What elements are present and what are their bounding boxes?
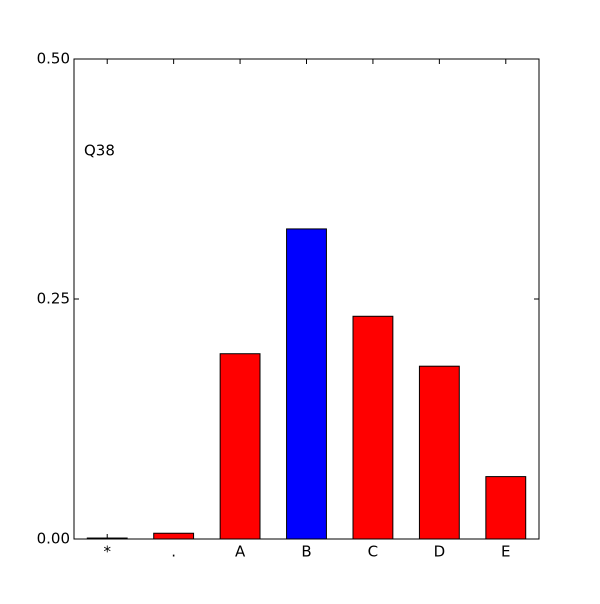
bar [485,476,527,540]
bar [352,315,394,540]
x-tick-label: B [301,543,311,561]
bar [418,365,460,540]
bar [153,532,195,540]
x-tick-label: D [434,543,446,561]
plot-frame [73,58,540,540]
x-tick-label: . [171,543,176,561]
y-tick-label: 0.50 [37,50,70,68]
x-tick-label: * [103,543,111,561]
x-tick-label: E [501,543,510,561]
x-tick-label: A [235,543,246,561]
bar [286,228,327,540]
bar [219,353,261,540]
y-tick-label: 0.00 [37,530,70,548]
y-tick-label: 0.25 [37,290,70,308]
x-tick-label: C [368,543,378,561]
annotation: Q38 [84,142,115,160]
